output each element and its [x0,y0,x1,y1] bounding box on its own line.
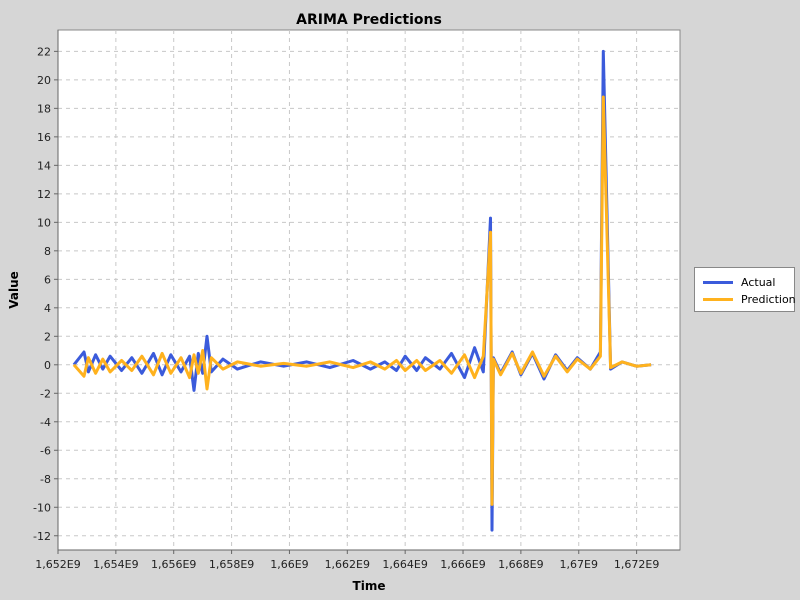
x-tick-label: 1,668E9 [498,558,543,571]
y-tick-label: -8 [40,473,51,486]
legend-item-prediction: Prediction [703,292,796,306]
y-tick-label: 4 [44,302,51,315]
x-tick-label: 1,656E9 [151,558,196,571]
y-tick-label: -2 [40,387,51,400]
series-line-prediction [72,95,652,506]
x-tick-label: 1,67E9 [560,558,598,571]
x-tick-label: 1,66E9 [270,558,308,571]
y-tick-label: 12 [37,188,51,201]
legend-label-prediction: Prediction [741,292,796,306]
x-tick-label: 1,652E9 [35,558,80,571]
y-tick-label: -12 [33,530,51,543]
y-tick-label: 6 [44,273,51,286]
y-tick-label: 22 [37,45,51,58]
y-tick-label: 18 [37,102,51,115]
x-tick-label: 1,666E9 [440,558,485,571]
x-tick-label: 1,662E9 [325,558,370,571]
x-tick-label: 1,654E9 [93,558,138,571]
legend-swatch-prediction [703,297,733,301]
y-tick-label: 0 [44,359,51,372]
y-tick-label: 8 [44,245,51,258]
y-tick-label: 16 [37,131,51,144]
legend-label-actual: Actual [741,275,776,289]
x-tick-label: 1,672E9 [614,558,659,571]
y-tick-label: 14 [37,159,51,172]
y-tick-label: -4 [40,416,51,429]
y-tick-label: -6 [40,444,51,457]
x-tick-label: 1,664E9 [382,558,427,571]
chart-title: ARIMA Predictions [296,12,442,28]
x-axis-label: Time [353,579,386,593]
x-tick-label: 1,658E9 [209,558,254,571]
y-tick-label: 10 [37,216,51,229]
axes: -12 -10 -8 -6 -4 -2 0 2 4 6 8 10 12 14 16 18 20 22 1,652E9… [33,30,680,571]
legend: Actual Prediction [694,267,796,312]
y-tick-label: 2 [44,330,51,343]
y-axis-label: Value [7,271,21,309]
series-layer [72,49,652,532]
y-tick-label: -10 [33,501,51,514]
legend-item-actual: Actual [703,275,775,289]
plot-area [57,29,681,551]
y-tick-label: 20 [37,74,51,87]
legend-swatch-actual [703,280,733,284]
